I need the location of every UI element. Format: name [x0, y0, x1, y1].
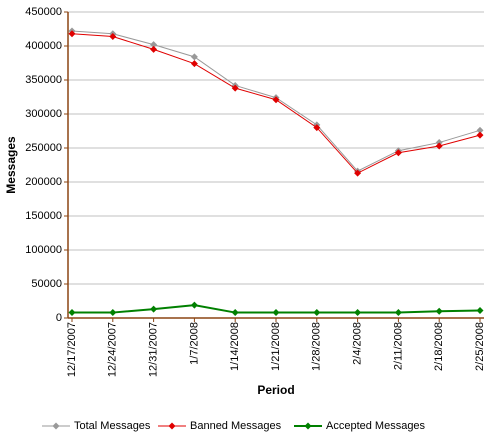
x-tick-label: 1/21/2008: [270, 322, 282, 371]
y-tick-label: 350000: [25, 74, 62, 86]
series-line: [71, 33, 481, 174]
x-tick-label: 2/25/2008: [474, 322, 486, 371]
y-axis-title: Messages: [4, 136, 18, 194]
legend-marker: [304, 422, 312, 430]
x-tick-label: 12/24/2007: [107, 322, 119, 377]
y-tick-label: 100000: [25, 244, 62, 256]
point-marker: [190, 53, 198, 61]
point-marker: [150, 45, 158, 53]
y-tick-label: 150000: [25, 210, 62, 222]
x-axis-title: Period: [257, 383, 294, 397]
point-marker: [231, 84, 239, 92]
point-marker: [476, 307, 484, 315]
y-tick-label: 450000: [25, 6, 62, 18]
x-tick-label: 1/28/2008: [311, 322, 323, 371]
legend-label: Banned Messages: [190, 420, 282, 432]
point-marker: [394, 309, 402, 317]
point-marker: [68, 30, 76, 38]
point-marker: [476, 126, 484, 134]
y-tick-label: 250000: [25, 142, 62, 154]
y-tick-label: 200000: [25, 176, 62, 188]
legend-marker: [168, 422, 176, 430]
point-marker: [231, 309, 239, 317]
point-marker: [354, 169, 362, 177]
x-tick-label: 1/7/2008: [188, 322, 200, 365]
y-tick-label: 300000: [25, 108, 62, 120]
x-tick-label: 12/17/2007: [66, 322, 78, 377]
point-marker: [109, 32, 117, 40]
x-tick-label: 2/11/2008: [392, 322, 404, 370]
point-marker: [313, 124, 321, 132]
point-marker: [150, 305, 158, 313]
point-marker: [68, 309, 76, 317]
point-marker: [354, 309, 362, 317]
point-marker: [150, 41, 158, 49]
point-marker: [435, 307, 443, 315]
x-tick-label: 2/18/2008: [433, 322, 445, 371]
point-marker: [109, 309, 117, 317]
x-tick-label: 12/31/2007: [148, 322, 160, 377]
legend-label: Total Messages: [74, 420, 151, 432]
point-marker: [272, 309, 280, 317]
point-marker: [313, 309, 321, 317]
legend-label: Accepted Messages: [326, 420, 426, 432]
point-marker: [190, 301, 198, 309]
y-tick-label: 0: [56, 312, 62, 324]
y-tick-label: 400000: [25, 40, 62, 52]
x-tick-label: 1/14/2008: [229, 322, 241, 371]
point-marker: [394, 149, 402, 157]
point-marker: [272, 96, 280, 104]
y-tick-label: 50000: [31, 278, 62, 290]
point-marker: [476, 131, 484, 139]
point-marker: [435, 142, 443, 150]
x-tick-label: 2/4/2008: [352, 322, 364, 365]
point-marker: [190, 60, 198, 68]
legend-marker: [52, 422, 60, 430]
